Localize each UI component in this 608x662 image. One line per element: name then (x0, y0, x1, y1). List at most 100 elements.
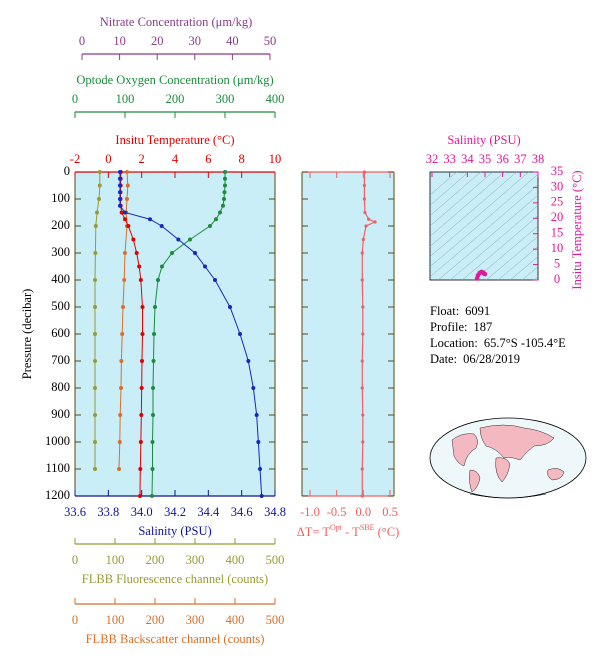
profile-point (140, 305, 145, 309)
profile-point (170, 251, 174, 255)
profile-point (150, 494, 154, 498)
x-tick-label: 300 (216, 92, 235, 106)
x-tick-label: 2 (139, 152, 145, 166)
density-contour (430, 172, 481, 217)
x-axis-title-part: (°C) (374, 525, 399, 539)
profile-point (256, 440, 261, 444)
profile-point (222, 197, 226, 201)
y-tick-label: 1000 (45, 434, 70, 448)
x-tick-label: 36 (496, 152, 509, 166)
profile-point (123, 210, 127, 215)
x-tick-label: 100 (106, 553, 125, 567)
delta-point (373, 220, 377, 224)
x-tick-label: 200 (166, 92, 185, 106)
float-info: Profile: 187 (430, 320, 492, 334)
profile-point (139, 413, 144, 417)
profile-point (138, 278, 143, 282)
float-info: Float: 6091 (430, 304, 490, 318)
x-axis-title-part: Opt (330, 523, 343, 532)
y-tick-label: 900 (51, 407, 70, 421)
y-tick-label: 25 (551, 195, 564, 209)
x-tick-label: 10 (269, 152, 282, 166)
x-axis-title: FLBB Backscatter channel (counts) (86, 632, 265, 646)
profile-point (150, 440, 155, 444)
profile-point (150, 467, 155, 471)
y-tick-label: 0 (64, 164, 70, 178)
delta-point (361, 305, 365, 309)
density-contours (430, 172, 538, 280)
density-contour (430, 173, 538, 267)
x-tick-label: 0 (79, 34, 85, 48)
x-tick-label: 34.8 (264, 505, 286, 519)
y-tick-label: 15 (551, 226, 564, 240)
x-tick-label: 8 (239, 152, 245, 166)
profile-point (125, 197, 129, 201)
x-tick-label: 0 (72, 553, 78, 567)
delta-point (360, 359, 364, 363)
profile-point (93, 467, 97, 471)
delta-point (362, 183, 366, 188)
x-tick-label: 34.0 (131, 505, 153, 519)
x-axis-title-part: ΔT= T (297, 525, 331, 539)
y-tick-label: 800 (51, 380, 70, 394)
y-tick-label: 30 (551, 179, 564, 193)
x-tick-label: 4 (172, 152, 179, 166)
profile-point (151, 386, 155, 390)
density-contour (509, 256, 538, 280)
x-axis-title-part: SBE (360, 523, 375, 532)
profile-point (117, 467, 121, 471)
x-tick-label: 6 (205, 152, 211, 166)
x-tick-label: 38 (532, 152, 545, 166)
profile-point (246, 359, 251, 363)
profile-point (123, 217, 127, 222)
profile-point (118, 170, 122, 174)
profile-point (153, 305, 157, 309)
profile-point (97, 170, 102, 174)
profile-point (160, 264, 164, 269)
profile-point (222, 190, 227, 195)
density-contour (430, 172, 493, 227)
profile-point (223, 170, 227, 174)
profile-point (134, 251, 139, 255)
profile-point (93, 386, 97, 390)
x-tick-label: 34 (461, 152, 474, 166)
profile-point (221, 203, 225, 208)
density-contour (449, 205, 538, 280)
x-tick-label: 50 (264, 34, 277, 48)
profile-point (218, 210, 222, 215)
profile-point (156, 278, 160, 282)
float-info: Location: 65.7°S -105.4°E (430, 336, 566, 350)
delta-point (361, 332, 365, 336)
profile-point (188, 237, 192, 242)
profile-point (93, 305, 97, 309)
profile-point (121, 305, 125, 309)
delta-point (364, 224, 368, 228)
x-tick-label: 0 (72, 613, 78, 627)
x-tick-label: 0 (72, 92, 78, 106)
x-axis-title-part: - T (342, 525, 360, 539)
delta-point (362, 197, 366, 201)
profile-point (251, 386, 256, 390)
profile-point (93, 332, 97, 336)
delta-point (360, 467, 364, 471)
x-tick-label: 300 (186, 613, 205, 627)
y-tick-label: 300 (51, 245, 70, 259)
profile-point (122, 278, 127, 282)
profile-point (213, 278, 217, 282)
x-tick-label: 10 (113, 34, 126, 48)
profile-point (93, 440, 97, 444)
y-tick-label: 1100 (45, 461, 70, 475)
info-label: Profile: (430, 320, 468, 334)
delta-point (360, 494, 364, 498)
profile-point (93, 278, 97, 282)
x-tick-label: 32 (426, 152, 439, 166)
profile-point (97, 197, 101, 201)
x-axis-title: Salinity (PSU) (138, 524, 211, 538)
delta-point (360, 386, 364, 390)
profile-point (118, 197, 122, 201)
x-axis-title: ΔT= TOpt - TSBE (°C) (297, 523, 400, 539)
profile-point (148, 217, 152, 222)
density-contour (461, 215, 538, 280)
profile-point (223, 176, 227, 181)
x-tick-label: 0 (105, 152, 111, 166)
